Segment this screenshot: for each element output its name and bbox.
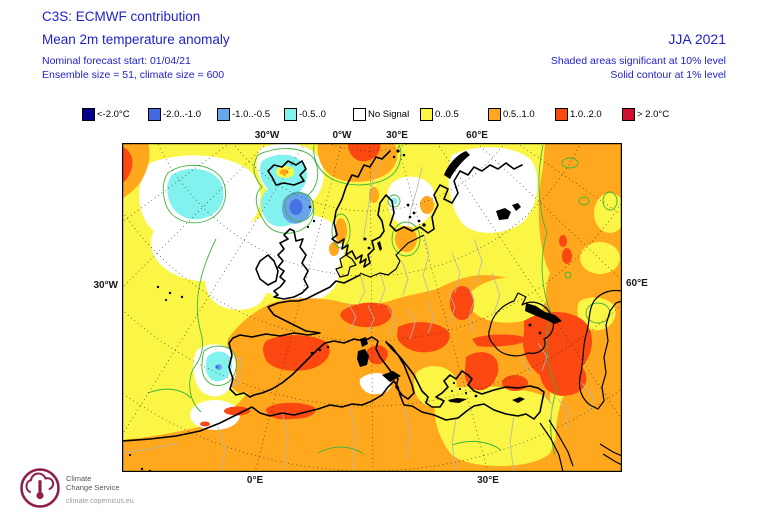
contour-note: Solid contour at 1% level: [610, 69, 726, 81]
legend-item: -2.0..-1.0: [148, 107, 201, 121]
legend-label: 1.0..2.0: [570, 108, 602, 120]
season-label: JJA 2021: [668, 31, 726, 47]
tick-top-30w: 30°W: [254, 130, 280, 141]
tick-top-30e: 30°E: [386, 130, 408, 141]
small-islands-lakes: [128, 149, 542, 472]
legend-swatch: [622, 107, 635, 121]
legend-swatch: [353, 107, 366, 121]
significance-note: Shaded areas significant at 10% level: [550, 55, 726, 67]
logo-line1: Climate: [66, 474, 92, 483]
legend-label: -2.0..-1.0: [163, 108, 202, 120]
tick-bottom-0e: 0°E: [246, 475, 264, 486]
legend-label: No Signal: [368, 108, 410, 120]
copernicus-logo: [20, 468, 60, 508]
anomaly-map: 30°W 0°W 30°E 60°E 0°E 30°E 30°W 60°E: [93, 130, 647, 486]
legend-swatch: [284, 107, 297, 121]
ensemble-size-line: Ensemble size = 51, climate size = 600: [42, 69, 225, 81]
country-borders: [122, 154, 594, 472]
legend-item: 1.0..2.0: [555, 107, 602, 121]
red-regions: [122, 143, 593, 427]
logo-ring: [20, 468, 60, 508]
tick-top-0w: 0°W: [332, 130, 352, 141]
legend-label: > 2.0°C: [637, 108, 670, 120]
logo-line2: Change Service: [66, 483, 120, 492]
tick-right-60e: 60°E: [626, 278, 648, 289]
cloud-icon: [25, 472, 55, 493]
coastlines: [122, 149, 622, 472]
legend-label: -0.5..0: [299, 108, 326, 120]
tick-bottom-30e: 30°E: [477, 475, 499, 486]
forecast-start-line: Nominal forecast start: 01/04/21: [42, 55, 191, 67]
logo-url: climate.copernicus.eu: [66, 498, 134, 505]
legend-swatch: [420, 107, 433, 121]
legend-item: 0.5..1.0: [488, 107, 535, 121]
anomaly-map-canvas: [122, 143, 622, 472]
legend-swatch: [148, 107, 161, 121]
legend-swatch: [488, 107, 501, 121]
page-title: C3S: ECMWF contribution: [42, 9, 201, 24]
legend-label: <-2.0°C: [97, 108, 130, 120]
graticule: [122, 143, 622, 472]
thermometer-icon: [38, 480, 42, 493]
thermometer-bulb: [36, 491, 44, 500]
color-legend: <-2.0°C -2.0..-1.0 -1.0..-0.5 -0.5..0 No…: [0, 107, 768, 123]
page-subtitle: Mean 2m temperature anomaly: [42, 32, 230, 47]
legend-item: -0.5..0: [284, 107, 326, 121]
legend-item: <-2.0°C: [82, 107, 130, 121]
legend-swatch: [82, 107, 95, 121]
legend-item: -1.0..-0.5: [217, 107, 270, 121]
legend-label: 0..0.5: [435, 108, 459, 120]
legend-item: 0..0.5: [420, 107, 459, 121]
tick-left-30w: 30°W: [93, 280, 118, 291]
legend-swatch: [555, 107, 568, 121]
legend-item: No Signal: [353, 107, 409, 121]
logo-text: Climate Change Service: [66, 474, 119, 492]
legend-label: -1.0..-0.5: [232, 108, 271, 120]
cold-regions: [167, 154, 398, 382]
legend-label: 0.5..1.0: [503, 108, 535, 120]
legend-item: > 2.0°C: [622, 107, 669, 121]
tick-top-60e: 60°E: [466, 130, 488, 141]
legend-swatch: [217, 107, 230, 121]
map-frame: [122, 143, 622, 472]
